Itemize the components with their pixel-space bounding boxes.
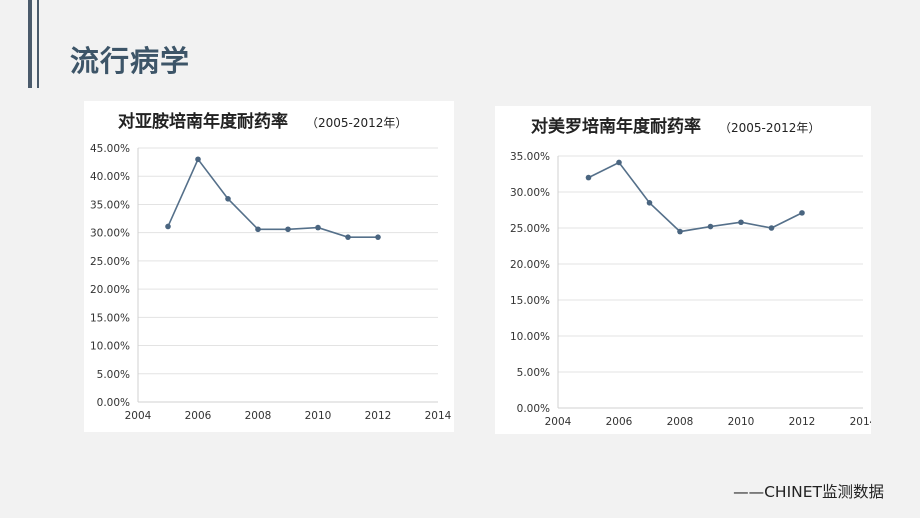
chart-imipenem: 对亚胺培南年度耐药率 （2005-2012年） 0.00% 5.00% 10.00%… (90, 111, 452, 422)
data-point (285, 226, 291, 233)
x-tick-label: 2014 (850, 416, 871, 428)
data-point (165, 223, 171, 230)
y-tick-label: 30.00% (510, 187, 550, 199)
x-tick-label: 2006 (606, 416, 633, 428)
x-tick-label: 2010 (305, 410, 332, 422)
chart-title: 对美罗培南年度耐药率 (531, 116, 701, 137)
data-point (768, 225, 775, 231)
y-tick-label: 35.00% (510, 151, 550, 163)
data-point (315, 224, 321, 231)
y-tick-label: 35.00% (90, 199, 130, 211)
y-tick-label: 0.00% (517, 403, 550, 415)
y-tick-label: 15.00% (90, 312, 130, 324)
x-tick-label: 2014 (425, 410, 452, 422)
chart-panel-meropenem: 对美罗培南年度耐药率 （2005-2012年） 0.00% 5.00% 10.00%… (495, 106, 871, 434)
data-point (738, 219, 744, 226)
x-tick-label: 2008 (245, 410, 272, 422)
x-tick-label: 2010 (728, 416, 755, 428)
x-tick-label: 2006 (185, 410, 212, 422)
y-tick-label: 20.00% (90, 284, 130, 296)
x-tick-label: 2004 (545, 416, 572, 428)
y-tick-label: 45.00% (90, 143, 130, 155)
y-tick-label: 25.00% (90, 256, 130, 268)
x-tick-label: 2012 (365, 410, 392, 422)
chart-meropenem: 对美罗培南年度耐药率 （2005-2012年） 0.00% 5.00% 10.00%… (510, 116, 871, 428)
series-line (588, 161, 803, 233)
y-tick-label: 25.00% (510, 223, 550, 235)
source-footnote: ——CHINET监测数据 (733, 483, 884, 501)
data-point (195, 156, 201, 163)
data-point (225, 196, 231, 202)
accent-bar-left (28, 0, 32, 88)
data-point (677, 228, 683, 235)
data-point (255, 226, 261, 233)
y-tick-label: 5.00% (517, 367, 550, 379)
chart-subtitle: （2005-2012年） (719, 121, 820, 135)
chart-title: 对亚胺培南年度耐药率 (118, 111, 288, 132)
y-tick-label: 0.00% (97, 397, 130, 409)
data-point (345, 234, 351, 240)
data-point (707, 223, 714, 230)
accent-bar-right (37, 0, 39, 88)
chart-subtitle: （2005-2012年） (306, 116, 407, 130)
data-point (646, 200, 653, 206)
y-tick-label: 40.00% (90, 171, 130, 183)
y-tick-label: 10.00% (510, 331, 550, 343)
y-tick-label: 30.00% (90, 228, 130, 240)
data-point (375, 234, 381, 240)
y-tick-label: 10.00% (90, 341, 130, 353)
y-tick-label: 20.00% (510, 259, 550, 271)
slide-title: 流行病学 (70, 44, 191, 78)
y-tick-label: 5.00% (97, 369, 130, 381)
chart-panel-imipenem: 对亚胺培南年度耐药率 （2005-2012年） 0.00% 5.00% 10.00%… (84, 101, 454, 432)
x-tick-label: 2008 (667, 416, 694, 428)
x-tick-label: 2004 (125, 410, 152, 422)
data-point (616, 159, 622, 166)
data-point (585, 174, 592, 181)
data-point (799, 210, 805, 216)
y-tick-label: 15.00% (510, 295, 550, 307)
series-line (167, 157, 378, 238)
x-tick-label: 2012 (789, 416, 816, 428)
